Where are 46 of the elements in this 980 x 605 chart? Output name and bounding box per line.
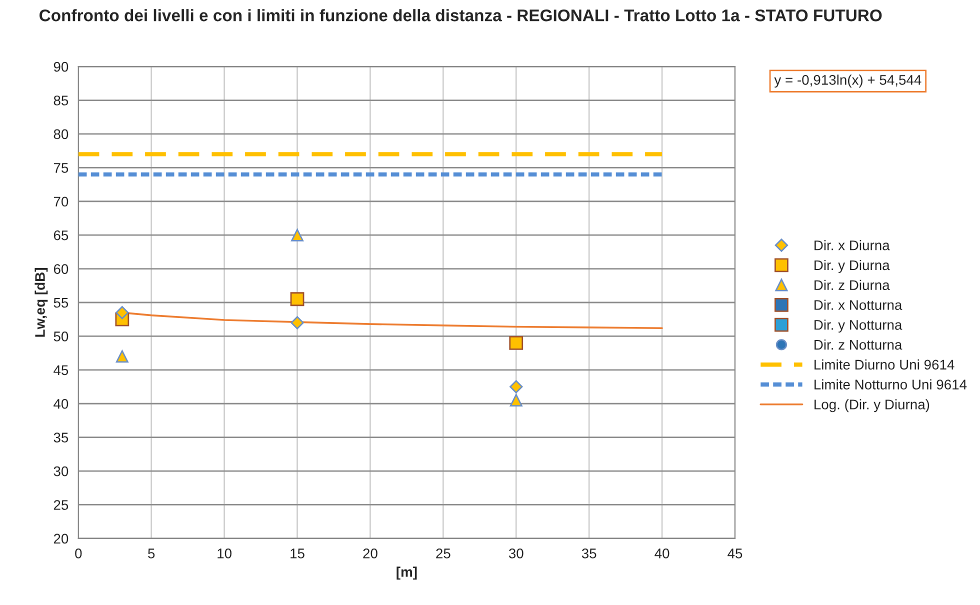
x-tick-label: 15 (290, 548, 304, 558)
legend-label: Log. (Dir. y Diurna) (814, 399, 930, 412)
legend-label: Dir. z Notturna (814, 340, 902, 350)
y-tick-label: 90 (54, 62, 68, 72)
y-tick-label: 70 (54, 196, 68, 207)
point (290, 292, 304, 306)
x-tick-label: 10 (218, 548, 232, 558)
legend-label: Limite Diurno Uni 9614 (814, 359, 954, 370)
y-tick-label: 50 (54, 332, 68, 342)
y-tick-label: 60 (54, 264, 68, 274)
y-tick-label: 35 (54, 432, 68, 442)
y-tick-label: 85 (54, 96, 68, 106)
y-tick-label: 20 (54, 534, 68, 544)
y-tick-label: 45 (54, 365, 68, 376)
point (510, 380, 523, 394)
text: y = -0,913ln(x) + 54,544 (774, 74, 922, 88)
y-tick-label: 25 (54, 500, 68, 510)
y-tick-label: 30 (54, 466, 68, 476)
x-tick-label: 20 (363, 548, 378, 558)
point (116, 306, 129, 320)
x-tick-label: 25 (436, 548, 450, 558)
point (291, 228, 304, 242)
legend-label: Dir. z Diurna (814, 280, 890, 290)
x-tick-label: 45 (728, 548, 742, 558)
x-tick-label: 35 (582, 548, 596, 558)
y-tick-label: 80 (54, 129, 68, 140)
y-tick-label: 40 (54, 398, 68, 409)
point (290, 316, 304, 330)
y-tick-label: 55 (54, 298, 68, 308)
legend-label: Dir. y Notturna (814, 320, 902, 333)
point (509, 336, 524, 350)
x-tick-label: 5 (148, 548, 155, 558)
x-axis-title: [m] (396, 566, 417, 580)
legend-label: Dir. y Diurna (814, 260, 890, 273)
chart-title: Confronto dei livelli e con i limiti in funzione della distanza - REGIONALI - Tratto Lotto 1a - STATO FUTURO (40, 9, 882, 22)
point (116, 350, 128, 363)
y-axis-title: Lw,eq [dB] (34, 268, 48, 337)
legend-label: Dir. x Notturna (814, 300, 902, 310)
y-tick-label: 75 (54, 163, 68, 173)
y-tick-label: 65 (54, 230, 68, 240)
legend-label: Limite Notturno Uni 9614 (814, 379, 967, 390)
legend-label: Dir. x Diurna (814, 240, 890, 250)
x-tick-label: 0 (75, 548, 82, 558)
point (510, 394, 522, 406)
x-tick-label: 30 (508, 548, 524, 558)
x-tick-label: 40 (654, 548, 670, 558)
